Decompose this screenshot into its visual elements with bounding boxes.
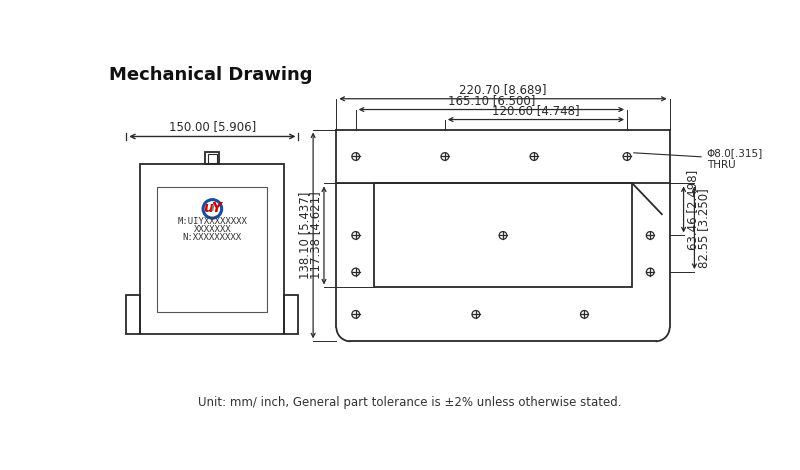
Text: 165.10 [6.500]: 165.10 [6.500] bbox=[448, 94, 535, 107]
Text: N:XXXXXXXXX: N:XXXXXXXXX bbox=[183, 233, 242, 242]
Text: 220.70 [8.689]: 220.70 [8.689] bbox=[459, 84, 546, 96]
Text: Unit: mm/ inch, General part tolerance is ±2% unless otherwise stated.: Unit: mm/ inch, General part tolerance i… bbox=[198, 396, 622, 409]
Text: 117.38 [4.621]: 117.38 [4.621] bbox=[309, 192, 322, 279]
Bar bbox=[374, 183, 633, 287]
Text: Y: Y bbox=[211, 201, 222, 215]
Text: M:UIYXXXXXXXX: M:UIYXXXXXXXX bbox=[178, 218, 247, 227]
Bar bbox=[208, 154, 217, 163]
Text: 150.00 [5.906]: 150.00 [5.906] bbox=[169, 120, 256, 133]
Text: 120.60 [4.748]: 120.60 [4.748] bbox=[492, 104, 580, 117]
Bar bbox=[285, 295, 298, 334]
Text: XXXXXXX: XXXXXXX bbox=[194, 225, 231, 234]
Bar bbox=[206, 152, 219, 164]
Bar bbox=[126, 295, 140, 334]
Text: i: i bbox=[210, 203, 214, 213]
Text: u: u bbox=[203, 201, 214, 215]
Bar bbox=[158, 188, 267, 312]
Text: 138.10 [5.437]: 138.10 [5.437] bbox=[298, 192, 310, 279]
Text: 63.46 [2.498]: 63.46 [2.498] bbox=[686, 169, 699, 250]
Text: 82.55 [3.250]: 82.55 [3.250] bbox=[697, 188, 710, 267]
Bar bbox=[140, 164, 285, 334]
Text: Mechanical Drawing: Mechanical Drawing bbox=[110, 66, 313, 84]
Text: Φ8.0[.315]
THRU: Φ8.0[.315] THRU bbox=[634, 148, 763, 170]
